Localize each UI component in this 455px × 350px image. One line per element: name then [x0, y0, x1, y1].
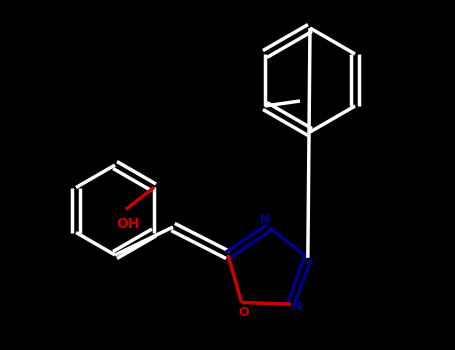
Text: OH: OH	[116, 217, 140, 231]
Text: N: N	[292, 300, 302, 313]
Text: O: O	[238, 306, 249, 319]
Text: N: N	[260, 213, 270, 226]
